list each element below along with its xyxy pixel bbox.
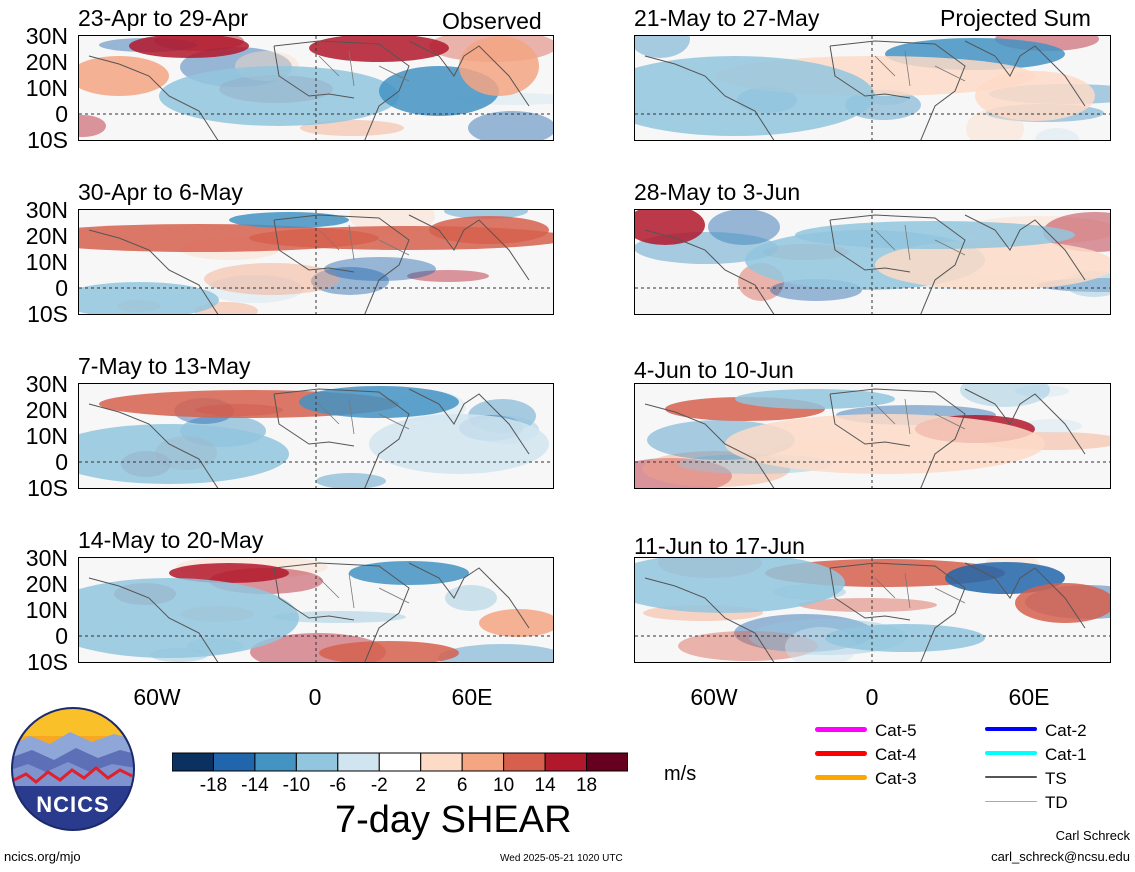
colorbar-swatch xyxy=(337,752,380,772)
lat-label: 0 xyxy=(55,623,68,649)
lat-label: 10N xyxy=(25,249,68,275)
colorbar-swatch xyxy=(212,752,256,772)
footer-timestamp: Wed 2025-05-21 1020 UTC xyxy=(500,853,623,864)
colorbar-swatch xyxy=(254,752,297,772)
footer-author: Carl Schreck xyxy=(1055,828,1130,843)
panel-title: 4-Jun to 10-Jun xyxy=(634,357,794,383)
shear-map-panel xyxy=(634,35,1111,141)
lat-label: 30N xyxy=(25,197,68,223)
colorbar-tick-label: -14 xyxy=(241,775,269,796)
lon-label: 60E xyxy=(1008,684,1050,710)
shear-map-panel xyxy=(78,35,554,141)
lat-label: 20N xyxy=(25,49,68,75)
storm-legend-label: TD xyxy=(1045,793,1068,812)
lat-label: 30N xyxy=(25,23,68,49)
shear-map-panel xyxy=(634,557,1111,663)
lat-label: 10S xyxy=(27,301,68,327)
storm-legend-swatch xyxy=(985,751,1037,755)
panel-title: 28-May to 3-Jun xyxy=(634,179,801,205)
logo-text: NCICS xyxy=(36,792,110,817)
panel-tag-observed: Observed xyxy=(442,8,542,34)
panel-title: 11-Jun to 17-Jun xyxy=(634,533,805,559)
lat-label: 20N xyxy=(25,571,68,597)
lat-label: 30N xyxy=(25,371,68,397)
colorbar-swatch xyxy=(378,752,422,772)
storm-legend-label: Cat-1 xyxy=(1045,745,1087,764)
colorbar-swatch xyxy=(544,752,588,772)
colorbar-units: m/s xyxy=(664,763,697,785)
footer-url: ncics.org/mjo xyxy=(4,849,81,864)
shear-map-panel xyxy=(634,383,1111,489)
lat-label: 10S xyxy=(27,127,68,153)
panel-tag-projected: Projected Sum xyxy=(940,5,1091,31)
panel-title: 14-May to 20-May xyxy=(78,527,264,553)
lat-label: 0 xyxy=(55,275,68,301)
ncics-logo: NCICS xyxy=(10,706,136,832)
lon-label: 60E xyxy=(451,684,493,710)
lon-label: 60W xyxy=(690,684,738,710)
storm-legend-label: TS xyxy=(1045,769,1067,788)
colorbar-swatch xyxy=(461,752,505,772)
lat-label: 20N xyxy=(25,397,68,423)
storm-legend-label: Cat-3 xyxy=(875,769,917,788)
lon-label: 60W xyxy=(133,684,181,710)
colorbar-tick-label: 18 xyxy=(575,775,598,796)
lat-label: 10S xyxy=(27,475,68,501)
lat-label: 30N xyxy=(25,545,68,571)
panel-title: 30-Apr to 6-May xyxy=(78,179,243,205)
colorbar-swatch xyxy=(172,752,214,772)
lat-label: 10N xyxy=(25,597,68,623)
storm-legend-swatch xyxy=(815,726,867,732)
storm-legend-swatch xyxy=(985,776,1037,778)
lon-label: 0 xyxy=(865,684,879,710)
lat-label: 10N xyxy=(25,75,68,101)
colorbar-tick-label: -18 xyxy=(199,775,228,796)
colorbar-swatch xyxy=(295,752,339,772)
colorbar-tick-label: -2 xyxy=(370,775,388,796)
lon-label: 0 xyxy=(308,684,322,710)
panel-title: 7-May to 13-May xyxy=(78,353,251,379)
storm-legend-label: Cat-2 xyxy=(1045,721,1087,740)
footer-email: carl_schreck@ncsu.edu xyxy=(991,849,1130,864)
panel-title: 21-May to 27-May xyxy=(634,5,820,31)
storm-legend-label: Cat-4 xyxy=(875,745,917,764)
lat-label: 10N xyxy=(25,423,68,449)
storm-legend-swatch xyxy=(985,727,1037,731)
shear-map-panel xyxy=(78,209,554,315)
colorbar-swatch xyxy=(420,752,463,772)
colorbar-tick-label: 14 xyxy=(534,775,556,796)
colorbar-tick-label: 6 xyxy=(456,775,468,796)
storm-legend-swatch xyxy=(985,800,1037,802)
shear-map-panel xyxy=(634,209,1111,315)
colorbar-tick-label: -6 xyxy=(329,775,347,796)
lat-label: 10S xyxy=(27,649,68,675)
storm-legend-swatch xyxy=(815,774,867,780)
colorbar-title: 7-day SHEAR xyxy=(335,799,572,841)
colorbar-tick-label: 2 xyxy=(415,775,426,796)
shear-map-panel xyxy=(78,383,554,489)
colorbar-swatch xyxy=(503,752,546,772)
panel-title: 23-Apr to 29-Apr xyxy=(78,5,249,31)
lat-label: 0 xyxy=(55,101,68,127)
shear-map-panel xyxy=(78,557,554,663)
storm-legend-label: Cat-5 xyxy=(875,721,917,740)
colorbar-tick-label: -10 xyxy=(282,775,311,796)
colorbar-tick-label: 10 xyxy=(493,775,515,796)
lat-label: 20N xyxy=(25,223,68,249)
storm-legend-swatch xyxy=(815,750,867,756)
lat-label: 0 xyxy=(55,449,68,475)
colorbar-swatches xyxy=(172,752,628,772)
colorbar-swatch xyxy=(586,752,628,772)
